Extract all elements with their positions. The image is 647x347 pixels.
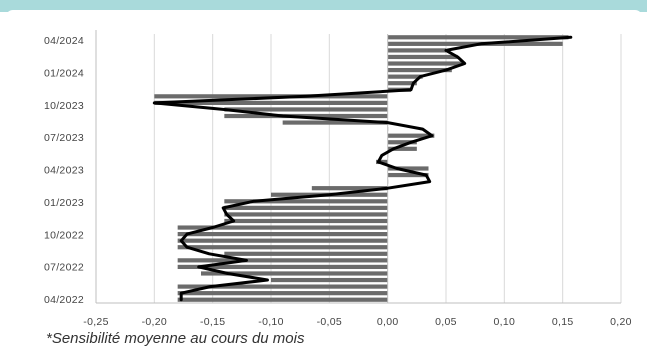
- bar: [224, 205, 388, 210]
- bar: [224, 199, 388, 204]
- x-tick-labels: -0,25 -0,20 -0,15 -0,10 -0,05 0,00 0,05 0,10 0,1…: [83, 316, 632, 328]
- bar: [177, 264, 388, 270]
- bar: [201, 271, 388, 276]
- gridlines: [95, 34, 622, 303]
- sensitivity-line: [152, 35, 573, 302]
- y-tick-label: 10/2022: [44, 229, 84, 241]
- x-tick-label: 0,00: [377, 316, 399, 328]
- bar: [387, 54, 458, 60]
- bar: [177, 238, 388, 243]
- x-tick-label: -0,05: [317, 316, 342, 328]
- bar: [224, 218, 388, 224]
- x-tick-label: 0,15: [552, 316, 574, 328]
- bar: [224, 107, 388, 112]
- bar: [177, 297, 388, 302]
- bar: [387, 172, 429, 178]
- bar: [177, 291, 388, 296]
- bar: [387, 146, 417, 151]
- bar: [224, 251, 388, 256]
- bar: [282, 120, 388, 125]
- y-tick-label: 07/2022: [44, 262, 84, 274]
- bar: [177, 258, 388, 263]
- chart-panel: [6, 10, 642, 347]
- footnote: *Sensibilité moyenne au cours du mois: [46, 330, 305, 347]
- bars: [154, 35, 569, 302]
- bar: [387, 74, 423, 79]
- bar: [387, 48, 446, 53]
- bar: [271, 277, 388, 283]
- bar: [387, 35, 569, 40]
- bar: [387, 67, 452, 73]
- y-tick-label: 10/2023: [44, 100, 84, 112]
- bar: [154, 100, 388, 105]
- bar: [311, 186, 388, 191]
- y-tick-label: 04/2023: [44, 165, 84, 177]
- sensitivity-line-path: [152, 35, 573, 302]
- x-tick-label: 0,05: [435, 316, 457, 328]
- bar: [387, 61, 464, 66]
- bar: [177, 245, 388, 250]
- bar: [177, 284, 388, 289]
- axes: [95, 30, 621, 304]
- x-tick-label: -0,10: [258, 316, 283, 328]
- bar: [387, 140, 417, 145]
- top-accent-bar: [0, 0, 647, 12]
- x-tick-label: -0,20: [142, 316, 167, 328]
- x-tick-label: -0,25: [83, 316, 108, 328]
- bar: [387, 81, 417, 86]
- bar: [387, 166, 429, 171]
- bar: [387, 133, 435, 138]
- bar: [224, 212, 388, 217]
- bar: [177, 232, 388, 237]
- y-tick-label: 04/2024: [44, 35, 84, 47]
- x-tick-label: 0,20: [610, 316, 632, 328]
- y-tick-label: 07/2023: [44, 132, 84, 144]
- y-tick-labels: 04/2022 07/2022 10/2022 01/2023 04/2023 07/20…: [44, 35, 84, 306]
- bar: [177, 225, 388, 230]
- x-tick-label: 0,10: [494, 316, 516, 328]
- y-tick-label: 01/2023: [44, 197, 84, 209]
- y-tick-label: 04/2022: [44, 294, 84, 306]
- y-tick-label: 01/2024: [44, 67, 84, 79]
- x-tick-label: -0,15: [200, 316, 225, 328]
